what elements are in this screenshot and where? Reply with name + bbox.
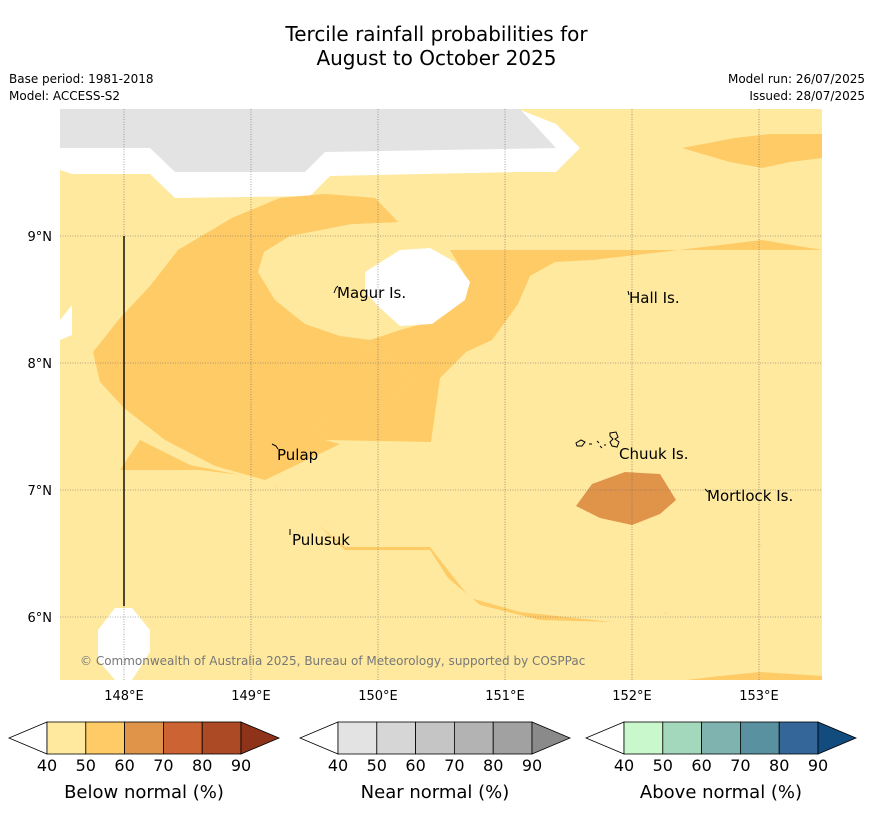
island-outlines	[271, 285, 709, 535]
lat-tick-9: 9°N	[28, 230, 53, 245]
below-colorbar-segment	[162, 721, 203, 755]
legend-above-normal: 40 50 60 70 80 90 Above normal (%)	[584, 721, 858, 803]
legend-near-normal: 40 50 60 70 80 90 Near normal (%)	[298, 721, 572, 803]
region-below-50-60-se	[686, 672, 822, 680]
near-colorbar-tick: 60	[405, 756, 425, 775]
above-colorbar-tick: 80	[769, 756, 789, 775]
above-colorbar-extend-high	[817, 721, 858, 755]
above-colorbar-label: Above normal (%)	[640, 782, 802, 803]
base-period-text: Base period: 1981-2018	[9, 72, 154, 86]
region-below-60-70	[576, 472, 676, 525]
below-colorbar-extend-low	[7, 721, 48, 755]
title-line-2: August to October 2025	[316, 46, 557, 70]
above-colorbar-tick: 70	[730, 756, 750, 775]
below-colorbar-tick: 60	[114, 756, 134, 775]
near-colorbar-extend-low	[298, 721, 339, 755]
above-colorbar-tick: 50	[653, 756, 673, 775]
lat-tick-8: 8°N	[28, 357, 53, 372]
below-colorbar-tick: 70	[153, 756, 173, 775]
lon-tick-148: 148°E	[104, 689, 144, 704]
place-label-hall: Hall Is.	[629, 289, 680, 307]
place-label-chuuk: Chuuk Is.	[619, 445, 688, 463]
near-colorbar-segment	[376, 721, 416, 755]
region-below-50-60-west	[93, 194, 411, 480]
above-colorbar-segment	[778, 721, 819, 755]
above-colorbar-segment	[623, 721, 664, 755]
place-label-pulusuk: Pulusuk	[292, 531, 350, 549]
region-no-dominant-west	[60, 305, 72, 340]
near-colorbar-tick: 70	[444, 756, 464, 775]
near-colorbar-tick: 90	[522, 756, 542, 775]
below-colorbar-extend-high	[240, 721, 281, 755]
place-label-pulap: Pulap	[277, 446, 318, 464]
lon-tick-labels: 148°E 149°E 150°E 151°E 152°E 153°E	[104, 689, 779, 704]
map-area	[60, 109, 822, 680]
above-colorbar-segment	[740, 721, 780, 755]
meta-right: Model run: 26/07/2025 Issued: 28/07/2025	[728, 71, 865, 105]
above-colorbar-tick: 60	[691, 756, 711, 775]
below-colorbar-segment	[46, 721, 87, 755]
place-label-mortlock: Mortlock Is.	[707, 487, 793, 505]
above-colorbar-segment	[662, 721, 702, 755]
below-colorbar-tick: 90	[231, 756, 251, 775]
region-no-dominant-magur	[365, 248, 470, 326]
lon-tick-150: 150°E	[358, 689, 398, 704]
lon-tick-149: 149°E	[231, 689, 271, 704]
island-mortlock	[704, 488, 709, 493]
near-colorbar-tick: 40	[328, 756, 348, 775]
model-run-text: Model run: 26/07/2025	[727, 72, 865, 86]
near-colorbar-segment	[337, 721, 378, 755]
island-magur	[333, 285, 339, 294]
issued-text: Issued: 28/07/2025	[749, 89, 865, 103]
legend-below-normal: 40 50 60 70 80 90 Below normal (%)	[7, 721, 281, 803]
above-colorbar-segment	[701, 721, 741, 755]
lon-tick-153: 153°E	[739, 689, 779, 704]
island-pulap	[271, 443, 279, 450]
below-colorbar-tick: 80	[192, 756, 212, 775]
near-colorbar-extend-high	[531, 721, 572, 755]
near-colorbar-segment	[492, 721, 533, 755]
island-hall	[627, 290, 630, 296]
near-colorbar-segment	[415, 721, 455, 755]
place-labels: Magur Is. Hall Is. Pulap Chuuk Is. Mortl…	[277, 284, 793, 549]
below-colorbar-label: Below normal (%)	[64, 782, 224, 803]
island-chuuk	[575, 431, 620, 449]
below-colorbar-segment	[85, 721, 126, 755]
title-line-1: Tercile rainfall probabilities for	[285, 22, 588, 46]
lat-tick-7: 7°N	[28, 484, 53, 499]
below-colorbar-segment	[124, 721, 164, 755]
below-colorbar-tick: 50	[76, 756, 96, 775]
above-colorbar-tick: 40	[614, 756, 634, 775]
region-below-40-50-south	[60, 440, 822, 680]
region-below-50-60-ne	[682, 134, 822, 168]
near-colorbar-label: Near normal (%)	[361, 782, 510, 803]
above-colorbar-tick: 90	[808, 756, 828, 775]
copyright-text: © Commonwealth of Australia 2025, Bureau…	[80, 654, 585, 668]
lon-tick-152: 152°E	[612, 689, 652, 704]
above-colorbar-extend-low	[584, 721, 625, 755]
lon-tick-151: 151°E	[485, 689, 525, 704]
lat-tick-labels: 9°N 8°N 7°N 6°N	[28, 230, 53, 626]
lat-tick-6: 6°N	[28, 611, 53, 626]
below-colorbar-segment	[201, 721, 242, 755]
near-colorbar-segment	[453, 721, 494, 755]
model-text: Model: ACCESS-S2	[9, 89, 121, 103]
below-colorbar-tick: 40	[37, 756, 57, 775]
place-label-magur: Magur Is.	[337, 284, 406, 302]
region-near-normal	[60, 109, 556, 172]
near-colorbar-tick: 80	[483, 756, 503, 775]
near-colorbar-tick: 50	[367, 756, 387, 775]
meta-left: Base period: 1981-2018 Model: ACCESS-S2	[9, 71, 154, 105]
map-title: Tercile rainfall probabilities for Augus…	[0, 22, 873, 70]
